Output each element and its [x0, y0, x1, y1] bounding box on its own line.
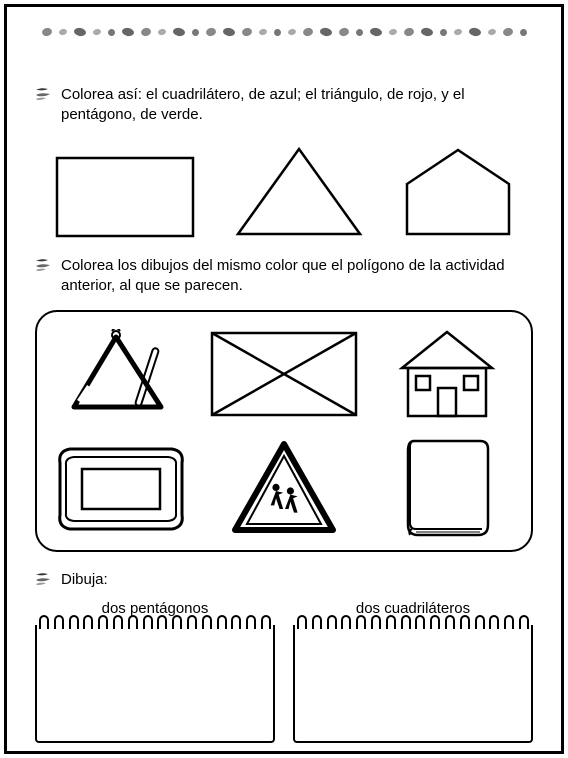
objects-box: [35, 310, 533, 552]
bullet-icon: [35, 87, 51, 101]
notepad-1: [35, 625, 275, 743]
notepad-2: [293, 625, 533, 743]
instruction-3-text: Dibuja:: [61, 570, 108, 590]
worksheet-content: Colorea así: el cuadrilátero, de azul; e…: [7, 57, 561, 751]
draw-col-1: dos pentágonos: [35, 600, 275, 743]
envelope: [209, 330, 359, 418]
triangle-instrument: [66, 329, 176, 419]
section-3: Dibuja: dos pentágonos dos cuadriláteros: [35, 570, 533, 743]
spiral-2: [297, 615, 529, 629]
instruction-3: Dibuja:: [35, 570, 533, 590]
picture-frame: [56, 441, 186, 536]
objects-grid: [51, 326, 517, 536]
section-1: Colorea así: el cuadrilátero, de azul; e…: [35, 85, 533, 238]
instruction-1-text: Colorea así: el cuadrilátero, de azul; e…: [61, 85, 533, 126]
shape-triangle: [234, 146, 364, 238]
house: [392, 326, 502, 421]
page-border: Colorea así: el cuadrilátero, de azul; e…: [4, 4, 564, 754]
bullet-icon: [35, 572, 51, 586]
spiral-1: [39, 615, 271, 629]
road-sign: [229, 438, 339, 538]
instruction-2-text: Colorea los dibujos del mismo color que …: [61, 256, 533, 297]
instruction-1: Colorea así: el cuadrilátero, de azul; e…: [35, 85, 533, 126]
draw-col-2: dos cuadriláteros: [293, 600, 533, 743]
draw-row: dos pentágonos dos cuadriláteros: [35, 600, 533, 743]
shape-rectangle: [55, 156, 195, 238]
shape-pentagon-house: [403, 146, 513, 238]
decorative-dots-row: [17, 25, 551, 39]
book: [400, 433, 495, 543]
shapes-row: [35, 142, 533, 238]
instruction-2: Colorea los dibujos del mismo color que …: [35, 256, 533, 297]
bullet-icon: [35, 258, 51, 272]
section-2: Colorea los dibujos del mismo color que …: [35, 256, 533, 553]
